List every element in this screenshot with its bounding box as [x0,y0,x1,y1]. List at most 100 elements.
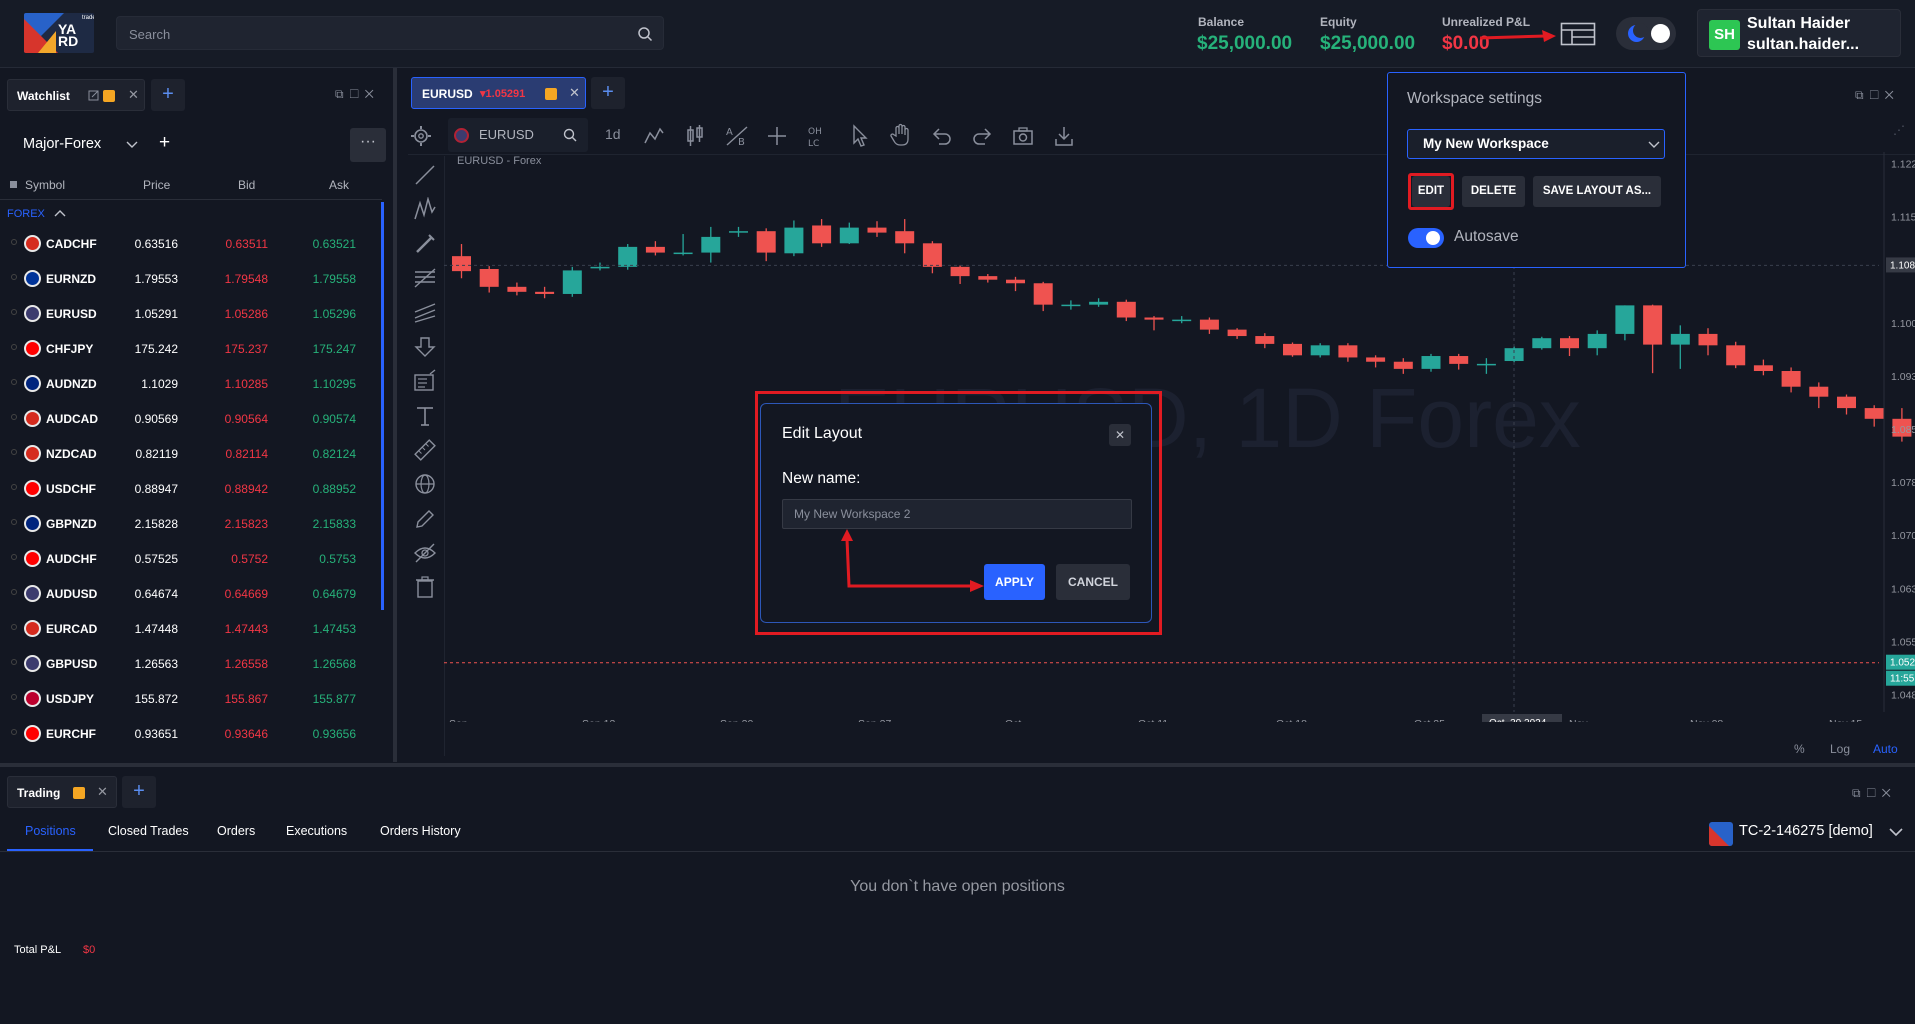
watchlist-row[interactable]: GBPUSD 1.26563 1.26558 1.26568 [0,647,382,682]
col-bid[interactable]: Bid [238,178,256,192]
window-controls[interactable]: ⧉☐✕ [1855,88,1900,102]
search-icon[interactable] [637,26,653,42]
camera-icon[interactable] [1012,125,1034,147]
row-marker[interactable] [11,659,17,665]
watchlist-name[interactable]: Major-Forex [23,136,102,152]
ohlc-icon[interactable]: OH LC [807,123,831,149]
theme-toggle[interactable] [1616,17,1676,50]
trash-icon[interactable] [413,575,437,599]
watchlist-row[interactable]: USDCHF 0.88947 0.88942 0.88952 [0,472,382,507]
symbol-search[interactable]: EURUSD [448,118,588,152]
watchlist-row[interactable]: CADCHF 0.63516 0.63511 0.63521 [0,227,382,262]
scrollbar[interactable] [381,202,384,610]
group-forex[interactable]: FOREX [7,208,45,220]
tab-positions[interactable]: Positions [25,824,76,838]
add-tab-button[interactable]: + [151,79,185,111]
row-marker[interactable] [11,484,17,490]
watchlist-row[interactable]: AUDCAD 0.90569 0.90564 0.90574 [0,402,382,437]
row-marker[interactable] [11,274,17,280]
new-name-input[interactable]: My New Workspace 2 [782,499,1132,529]
save-layout-as-button[interactable]: SAVE LAYOUT AS... [1533,176,1661,207]
trading-tab[interactable]: Trading ✕ [7,776,117,808]
search-icon[interactable] [563,128,577,142]
chevron-up-icon[interactable] [54,209,66,217]
workspace-select[interactable]: My New Workspace [1407,129,1665,159]
candles-icon[interactable] [684,124,706,148]
search-input[interactable]: Search [116,16,664,50]
price-chart[interactable]: EURUSD, 1D Forex 1.122901.115451.100561.… [444,152,1915,722]
row-marker[interactable] [11,379,17,385]
hand-icon[interactable] [890,122,914,148]
col-price[interactable]: Price [143,178,171,192]
indicators-icon[interactable] [643,125,665,147]
add-list-button[interactable]: + [159,132,171,153]
gear-icon[interactable] [410,125,432,147]
pattern-icon[interactable] [413,197,437,221]
color-tag-icon[interactable] [545,88,557,100]
fibonacci-icon[interactable] [413,266,437,290]
hide-icon[interactable] [413,541,437,565]
trendline-icon[interactable] [413,163,437,187]
window-controls[interactable]: ⧉☐✕ [335,87,380,101]
row-marker[interactable] [11,729,17,735]
close-icon[interactable]: ✕ [569,85,580,100]
watchlist-row[interactable]: EURCAD 1.47448 1.47443 1.47453 [0,612,382,647]
brush-icon[interactable] [413,232,437,256]
auto-scale-toggle[interactable]: Auto [1873,742,1898,756]
row-marker[interactable] [11,519,17,525]
cursor-icon[interactable] [850,124,870,148]
delete-button[interactable]: DELETE [1462,176,1525,207]
watchlist-tab[interactable]: Watchlist ✕ [7,79,145,111]
chart-tab[interactable]: EURUSD ▾1.05291 ✕ [411,77,586,109]
watchlist-row[interactable]: EURCHF 0.93651 0.93646 0.93656 [0,717,382,752]
row-marker[interactable] [11,449,17,455]
tab-executions[interactable]: Executions [286,824,348,838]
watchlist-row[interactable]: EURNZD 1.79553 1.79548 1.79558 [0,262,382,297]
row-marker[interactable] [11,589,17,595]
more-options-button[interactable]: ··· [350,128,386,162]
arrow-down-icon[interactable] [413,335,437,359]
edit-button[interactable]: EDIT [1412,176,1450,207]
row-marker[interactable] [11,309,17,315]
watchlist-row[interactable]: AUDNZD 1.1029 1.10285 1.10295 [0,367,382,402]
tab-orders-history[interactable]: Orders History [380,824,461,838]
download-icon[interactable] [1053,125,1075,147]
expand-icon[interactable]: ⋰ [1893,123,1905,137]
globe-icon[interactable] [413,472,437,496]
percent-scale-toggle[interactable]: % [1794,742,1805,756]
crosshair-icon[interactable] [766,125,788,147]
cancel-button[interactable]: CANCEL [1056,564,1130,600]
row-marker[interactable] [11,624,17,630]
watchlist-row[interactable]: AUDUSD 0.64674 0.64669 0.64679 [0,577,382,612]
add-tab-button[interactable]: + [122,776,156,808]
row-marker[interactable] [11,554,17,560]
pencil-icon[interactable] [413,507,437,531]
row-marker[interactable] [11,694,17,700]
compare-icon[interactable]: AB [725,125,749,147]
chevron-down-icon[interactable] [1889,828,1903,837]
brand-logo[interactable]: traders YA RD [24,13,94,53]
tab-closed-trades[interactable]: Closed Trades [108,824,189,838]
watchlist-row[interactable]: USDJPY 155.872 155.867 155.877 [0,682,382,717]
interval-button[interactable]: 1d [605,126,621,142]
color-tag-icon[interactable] [73,787,85,799]
watchlist-row[interactable]: GBPNZD 2.15828 2.15823 2.15833 [0,507,382,542]
add-chart-tab-button[interactable]: + [591,77,625,109]
close-icon[interactable]: ✕ [1109,424,1131,446]
channel-icon[interactable] [413,300,437,324]
row-marker[interactable] [11,414,17,420]
close-icon[interactable]: ✕ [128,87,139,102]
redo-icon[interactable] [971,126,993,146]
autosave-toggle[interactable] [1408,228,1444,248]
apply-button[interactable]: APPLY [984,564,1045,600]
row-marker[interactable] [11,239,17,245]
window-controls[interactable]: ⧉☐✕ [1852,786,1897,800]
undo-icon[interactable] [931,126,953,146]
text-icon[interactable] [413,404,437,428]
log-scale-toggle[interactable]: Log [1830,742,1851,756]
close-icon[interactable]: ✕ [97,784,108,799]
color-tag-icon[interactable] [103,90,115,102]
account-selector[interactable]: TC-2-146275 [demo] [1739,823,1873,839]
watchlist-row[interactable]: AUDCHF 0.57525 0.5752 0.5753 [0,542,382,577]
col-ask[interactable]: Ask [329,178,350,192]
